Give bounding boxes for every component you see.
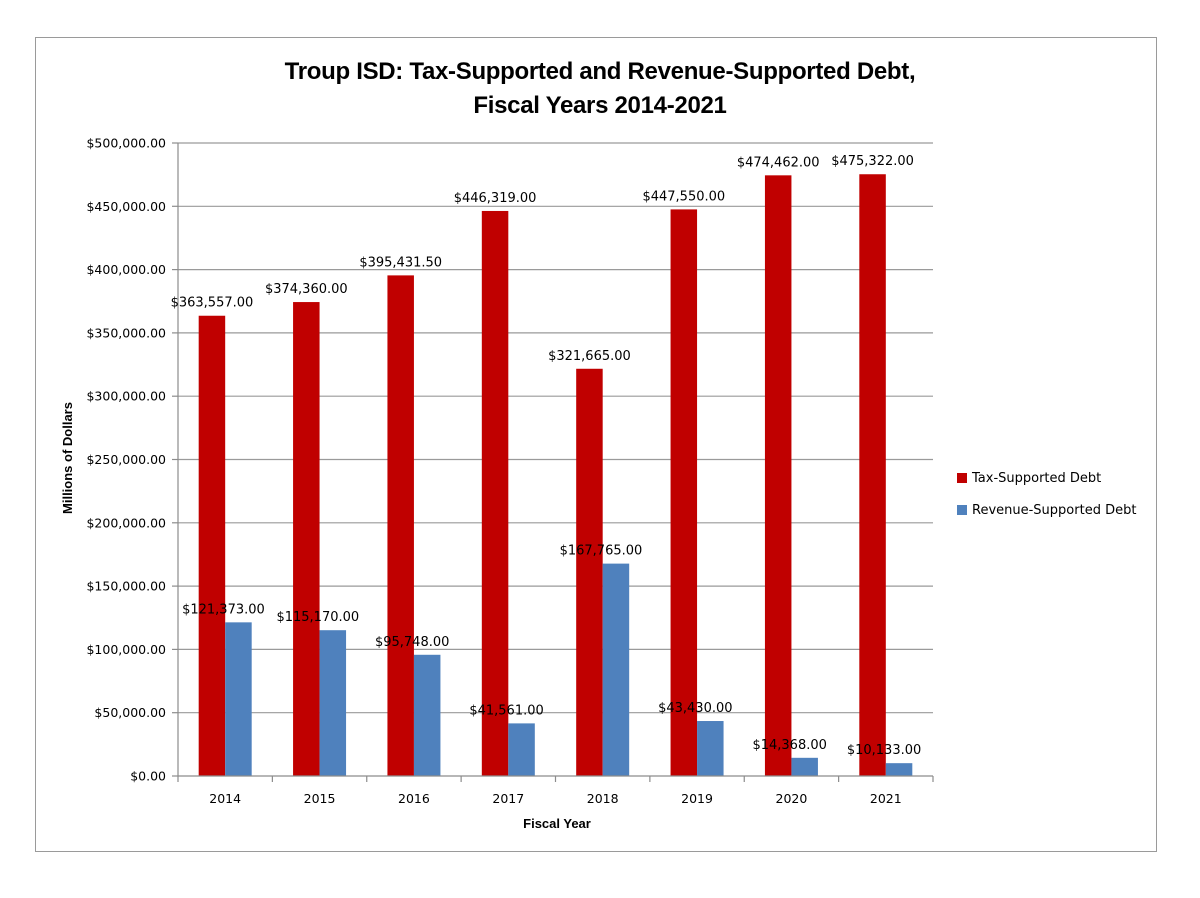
legend-label-tax-supported: Tax-Supported Debt [972,470,1102,486]
data-label-revenue-supported: $41,561.00 [469,703,543,718]
y-axis-title: Millions of Dollars [60,402,75,514]
bar-tax-supported [198,315,226,776]
bar-revenue-supported [791,757,818,776]
data-label-tax-supported: $395,431.50 [359,255,442,270]
y-tick-label: $350,000.00 [86,325,166,340]
y-tick-label: $100,000.00 [86,642,166,657]
bar-tax-supported [859,174,886,776]
x-tick-label: 2020 [776,791,808,806]
data-label-tax-supported: $321,665.00 [548,349,631,364]
data-label-revenue-supported: $95,748.00 [375,635,449,650]
y-tick-label: $50,000.00 [94,705,166,720]
bar-revenue-supported [602,563,630,776]
legend-item-tax-supported: Tax-Supported Debt [957,462,1136,494]
legend-swatch-revenue-supported [957,505,967,515]
y-tick-label: $150,000.00 [86,579,166,594]
bar-tax-supported [764,175,792,776]
bar-revenue-supported [885,763,913,776]
gridlines [178,142,933,714]
legend: Tax-Supported Debt Revenue-Supported Deb… [957,462,1136,526]
bar-revenue-supported [319,630,347,776]
x-tick-label: 2017 [492,791,524,806]
bar-revenue-supported [508,723,535,776]
data-label-tax-supported: $475,322.00 [831,154,914,169]
bar-tax-supported [670,209,698,776]
legend-label-revenue-supported: Revenue-Supported Debt [972,502,1137,518]
data-label-revenue-supported: $10,133.00 [847,743,921,758]
x-tick-label: 2021 [870,791,902,806]
data-label-tax-supported: $447,550.00 [642,189,725,204]
chart-subtitle: Fiscal Years 2014-2021 [473,92,727,119]
data-label-revenue-supported: $14,368.00 [752,738,826,753]
y-tick-label: $300,000.00 [86,389,166,404]
bar-revenue-supported [413,654,441,776]
bar-tax-supported [387,275,414,776]
legend-item-revenue-supported: Revenue-Supported Debt [957,494,1136,526]
axes: $0.00 $50,000.00 $100,000.00 $150,000.00 $20… [86,136,934,806]
chart-title: Troup ISD: Tax-Supported and Revenue-Sup… [284,58,916,85]
x-tick-label: 2015 [304,791,336,806]
x-tick-label: 2016 [398,791,430,806]
x-tick-label: 2019 [681,791,713,806]
x-tick-label: 2018 [587,791,619,806]
bars [198,174,913,776]
bar-tax-supported [481,210,509,776]
data-label-revenue-supported: $115,170.00 [276,610,359,625]
x-axis-title: Fiscal Year [523,816,591,831]
y-tick-label: $200,000.00 [86,515,166,530]
y-tick-label: $400,000.00 [86,262,166,277]
data-label-tax-supported: $446,319.00 [454,191,537,206]
data-label-revenue-supported: $167,765.00 [560,544,643,559]
data-label-tax-supported: $474,462.00 [737,155,820,170]
y-tick-label: $450,000.00 [86,199,166,214]
bar-revenue-supported [697,721,724,776]
data-label-tax-supported: $363,557.00 [171,296,254,311]
data-label-revenue-supported: $43,430.00 [658,701,732,716]
y-tick-label: $0.00 [130,769,166,784]
y-tick-label: $250,000.00 [86,452,166,467]
data-label-tax-supported: $374,360.00 [265,282,348,297]
data-labels: $363,557.00 $121,373.00 $374,360.00 $115,17… [171,154,922,758]
bar-tax-supported [576,368,603,776]
legend-swatch-tax-supported [957,473,967,483]
bar-revenue-supported [225,622,252,776]
bar-tax-supported [293,302,320,776]
data-label-revenue-supported: $121,373.00 [182,602,265,617]
x-tick-label: 2014 [209,791,241,806]
y-tick-label: $500,000.00 [86,136,166,151]
